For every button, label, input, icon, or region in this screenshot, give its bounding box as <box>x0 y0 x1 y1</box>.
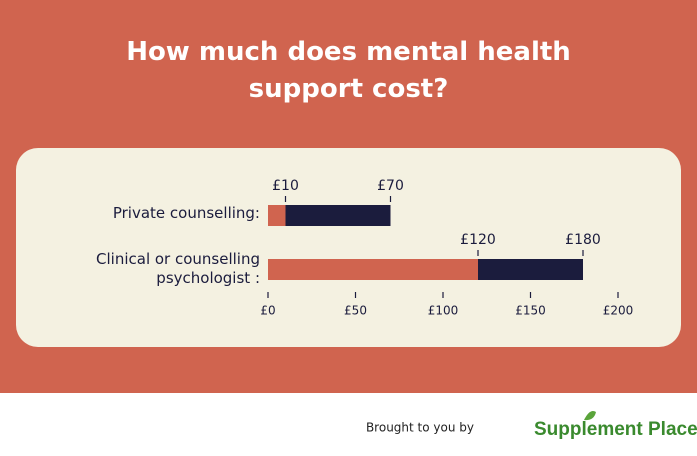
category-label: Private counselling: <box>112 204 260 222</box>
x-tick-label: £50 <box>344 304 367 318</box>
x-tick-label: £200 <box>603 304 634 318</box>
chart-title: How much does mental health support cost… <box>126 37 571 104</box>
panel <box>16 148 681 347</box>
x-tick-label: £0 <box>260 304 275 318</box>
bar-segment <box>268 205 286 226</box>
footer-brand: Supplement Place <box>534 419 697 440</box>
value-label: £70 <box>377 178 404 194</box>
bar-segment <box>268 259 478 280</box>
value-label: £120 <box>460 232 496 248</box>
category-label: Clinical or counselling psychologist : <box>96 250 260 287</box>
value-label: £180 <box>565 232 601 248</box>
x-tick-label: £100 <box>428 304 459 318</box>
x-tick-label: £150 <box>515 304 546 318</box>
bar-segment <box>478 259 583 280</box>
footer-prefix: Brought to you by <box>366 421 474 435</box>
logo-leaf <box>584 411 596 421</box>
bar-segment <box>285 205 391 226</box>
value-label: £10 <box>272 178 299 194</box>
